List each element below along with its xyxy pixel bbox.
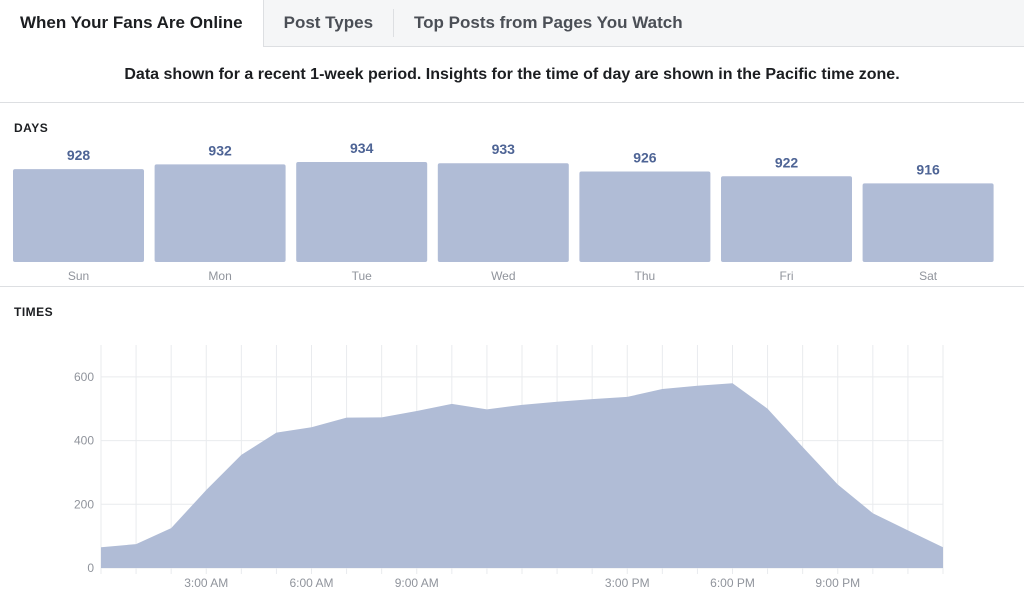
days-section-title: DAYS bbox=[14, 121, 49, 135]
time-zone-notice: Data shown for a recent 1-week period. I… bbox=[0, 48, 1024, 103]
y-tick-label: 0 bbox=[87, 561, 94, 575]
day-value-label: 934 bbox=[350, 140, 374, 156]
day-category-label: Fri bbox=[780, 269, 794, 283]
day-bar-thu[interactable] bbox=[579, 171, 711, 262]
day-bar-fri[interactable] bbox=[721, 176, 852, 262]
day-category-label: Sun bbox=[68, 269, 89, 283]
day-category-label: Mon bbox=[208, 269, 231, 283]
x-tick-label: 3:00 PM bbox=[605, 576, 650, 590]
section-divider bbox=[0, 286, 1024, 287]
x-tick-label: 6:00 AM bbox=[289, 576, 333, 590]
day-bar-mon[interactable] bbox=[154, 164, 286, 262]
tab-post-types[interactable]: Post Types bbox=[283, 13, 374, 32]
x-tick-label: 3:00 AM bbox=[184, 576, 228, 590]
day-value-label: 932 bbox=[208, 142, 232, 158]
day-bar-wed[interactable] bbox=[437, 163, 569, 262]
day-value-label: 926 bbox=[633, 150, 657, 166]
day-bar-tue[interactable] bbox=[296, 162, 428, 262]
day-value-label: 922 bbox=[775, 154, 799, 170]
x-tick-label: 9:00 PM bbox=[815, 576, 860, 590]
x-tick-label: 9:00 AM bbox=[395, 576, 439, 590]
y-tick-label: 400 bbox=[74, 434, 94, 448]
day-value-label: 916 bbox=[916, 161, 940, 177]
fans-online-area[interactable] bbox=[101, 383, 943, 568]
times-section-title: TIMES bbox=[14, 305, 54, 319]
tab-separator bbox=[393, 9, 395, 37]
y-tick-label: 200 bbox=[74, 497, 94, 511]
tab-top-posts-pages-watch[interactable]: Top Posts from Pages You Watch bbox=[414, 13, 683, 32]
day-category-label: Thu bbox=[635, 269, 656, 283]
day-value-label: 928 bbox=[67, 147, 91, 163]
day-category-label: Wed bbox=[491, 269, 515, 283]
days-bar-chart: 928 Sun 932 Mon 934 Tue 933 Wed 926 Thu 922 Fri 916 S… bbox=[13, 140, 994, 283]
day-value-label: 933 bbox=[492, 141, 516, 157]
day-bar-sun[interactable] bbox=[13, 169, 144, 262]
y-tick-label: 600 bbox=[74, 370, 94, 384]
insights-tab-bar: When Your Fans Are Online Post Types Top… bbox=[0, 0, 1024, 47]
times-area-chart: 0 200 400 600 3:00 AM 6:00 AM 9:00 AM 3:00 PM 6:… bbox=[74, 345, 944, 590]
x-tick-label: 6:00 PM bbox=[710, 576, 755, 590]
tab-when-fans-online[interactable]: When Your Fans Are Online bbox=[0, 0, 264, 47]
day-category-label: Sat bbox=[919, 269, 938, 283]
day-bar-sat[interactable] bbox=[862, 183, 994, 262]
day-category-label: Tue bbox=[352, 269, 373, 283]
